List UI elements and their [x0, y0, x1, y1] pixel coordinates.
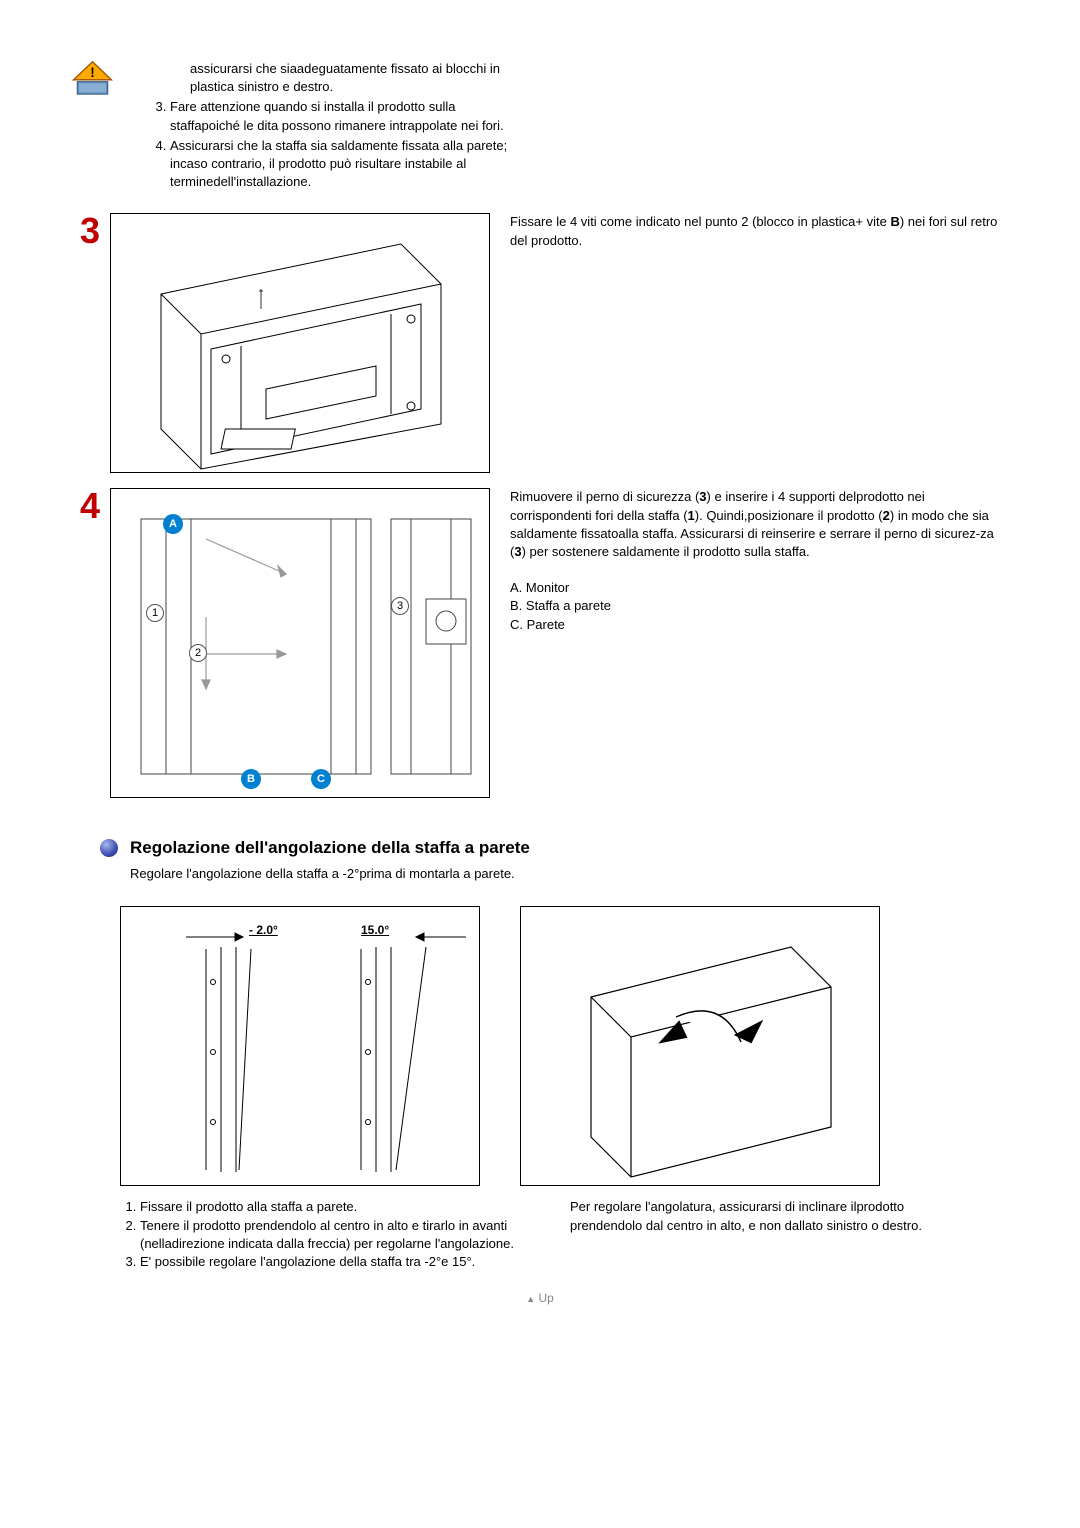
warning-icon: ! [70, 60, 120, 105]
step-4: 4 A B [70, 488, 1010, 798]
angle-label-left: - 2.0° [249, 923, 278, 937]
section-subtitle: Regolare l'angolazione della staffa a -2… [130, 866, 1010, 881]
legend-c: C. Parete [510, 616, 1010, 634]
warning-item: assicurarsi che siaadeguatamente fissato… [170, 60, 510, 96]
text-bold: B [890, 214, 899, 229]
section-header: Regolazione dell'angolazione della staff… [70, 838, 1010, 858]
angle-images-row: - 2.0° 15.0° [120, 906, 1010, 1186]
text: Fissare le 4 viti come indicato nel punt… [510, 214, 890, 229]
warning-section: ! assicurarsi che siaadeguatamente fissa… [70, 60, 1010, 193]
bottom-right-text: Per regolare l'angolatura, assicurarsi d… [570, 1198, 940, 1234]
warning-item: Assicurarsi che la staffa sia saldamente… [170, 137, 510, 192]
legend-b: B. Staffa a parete [510, 597, 1010, 615]
text-bold: 2 [883, 508, 890, 523]
angle-diagram-left: - 2.0° 15.0° [120, 906, 480, 1186]
step-3-illustration [110, 213, 490, 473]
bottom-left-list: Fissare il prodotto alla staffa a parete… [120, 1198, 530, 1271]
legend-a: A. Monitor [510, 579, 1010, 597]
list-item: E' possibile regolare l'angolazione dell… [140, 1253, 530, 1271]
warning-item: Fare attenzione quando si installa il pr… [170, 98, 510, 134]
text: Rimuovere il perno di sicurezza ( [510, 489, 699, 504]
svg-text:!: ! [90, 65, 95, 80]
text-bold: 3 [514, 544, 521, 559]
step-number-3: 3 [70, 213, 110, 249]
section-title: Regolazione dell'angolazione della staff… [130, 838, 530, 858]
text-bold: 1 [688, 508, 695, 523]
up-link[interactable]: ▲ Up [70, 1291, 1010, 1305]
text-bold: 3 [699, 489, 706, 504]
angle-diagram-right [520, 906, 880, 1186]
bottom-text-row: Fissare il prodotto alla staffa a parete… [120, 1198, 1010, 1271]
text: ). Quindi,posizionare il prodotto ( [695, 508, 883, 523]
up-arrow-icon: ▲ [526, 1294, 535, 1304]
step-3-text: Fissare le 4 viti come indicato nel punt… [510, 213, 1010, 249]
bullet-icon [100, 839, 118, 857]
text: ) per sostenere saldamente il prodotto s… [522, 544, 810, 559]
list-item: Tenere il prodotto prendendolo al centro… [140, 1217, 530, 1253]
angle-label-right: 15.0° [361, 923, 389, 937]
step-4-illustration: A B C 1 2 3 [110, 488, 490, 798]
step-3: 3 Fissare le 4 viti com [70, 213, 1010, 473]
warning-text: assicurarsi che siaadeguatamente fissato… [150, 60, 510, 193]
step-4-text: Rimuovere il perno di sicurezza (3) e in… [510, 488, 1010, 634]
list-item: Fissare il prodotto alla staffa a parete… [140, 1198, 530, 1216]
step-number-4: 4 [70, 488, 110, 524]
up-link-text: Up [538, 1291, 553, 1305]
